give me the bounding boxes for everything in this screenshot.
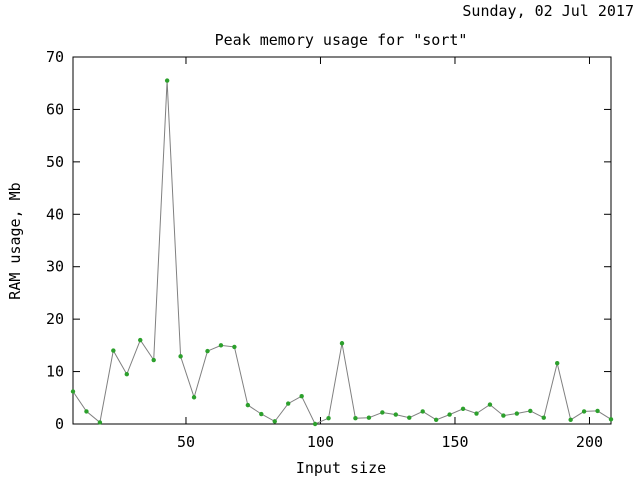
data-point xyxy=(205,348,210,354)
data-point xyxy=(447,412,452,417)
data-point xyxy=(501,413,506,418)
data-point xyxy=(70,389,76,394)
data-point xyxy=(366,415,372,420)
y-tick-label: 40 xyxy=(46,205,64,223)
data-point xyxy=(232,344,237,350)
chart-title: Peak memory usage for "sort" xyxy=(215,31,468,49)
y-tick-label: 70 xyxy=(46,48,64,66)
data-point xyxy=(380,410,385,415)
data-point xyxy=(407,415,412,420)
series-line xyxy=(72,80,612,425)
y-tick-label: 30 xyxy=(46,258,64,276)
data-point xyxy=(568,417,573,423)
x-tick-label: 50 xyxy=(177,433,195,451)
data-point xyxy=(138,337,143,343)
data-point xyxy=(151,357,156,363)
data-point xyxy=(97,420,103,425)
y-tick-label: 0 xyxy=(55,415,64,433)
data-point xyxy=(608,417,614,422)
data-point xyxy=(353,416,358,421)
data-point xyxy=(218,343,224,348)
plot-frame xyxy=(72,56,612,425)
data-point xyxy=(595,408,600,414)
data-point xyxy=(245,402,251,408)
data-point xyxy=(487,402,493,407)
data-point xyxy=(326,416,331,421)
data-point xyxy=(433,417,439,423)
data-point xyxy=(474,411,479,416)
data-series xyxy=(70,78,614,427)
date-header: Sunday, 02 Jul 2017 xyxy=(462,2,634,20)
data-point xyxy=(259,411,264,417)
data-point xyxy=(555,360,560,366)
data-point xyxy=(541,415,546,420)
x-axis-label: Input size xyxy=(296,459,386,477)
data-point xyxy=(84,409,89,414)
x-tick-label: 100 xyxy=(307,433,334,451)
data-point xyxy=(528,408,533,414)
y-tick-label: 50 xyxy=(46,153,64,171)
x-tick-label: 150 xyxy=(441,433,468,451)
data-point xyxy=(420,409,425,414)
data-point xyxy=(191,395,197,400)
data-point xyxy=(272,419,277,424)
data-point xyxy=(111,348,116,353)
data-point xyxy=(312,421,318,427)
y-axis-label: RAM usage, Mb xyxy=(6,182,24,299)
data-point xyxy=(581,409,587,414)
x-tick-label: 200 xyxy=(576,433,603,451)
y-tick-label: 60 xyxy=(46,100,64,118)
data-point xyxy=(164,78,170,83)
data-point xyxy=(124,371,129,377)
data-point xyxy=(286,401,291,406)
data-point xyxy=(299,394,304,399)
y-tick-label: 20 xyxy=(46,310,64,328)
data-point xyxy=(339,341,345,346)
data-point xyxy=(460,406,466,411)
axes: 0 10 20 30 40 50 60 70 50 100 150 200 xyxy=(46,48,611,451)
y-tick-label: 10 xyxy=(46,363,64,381)
data-point xyxy=(178,354,183,359)
data-point xyxy=(514,411,520,416)
data-point xyxy=(393,412,398,417)
